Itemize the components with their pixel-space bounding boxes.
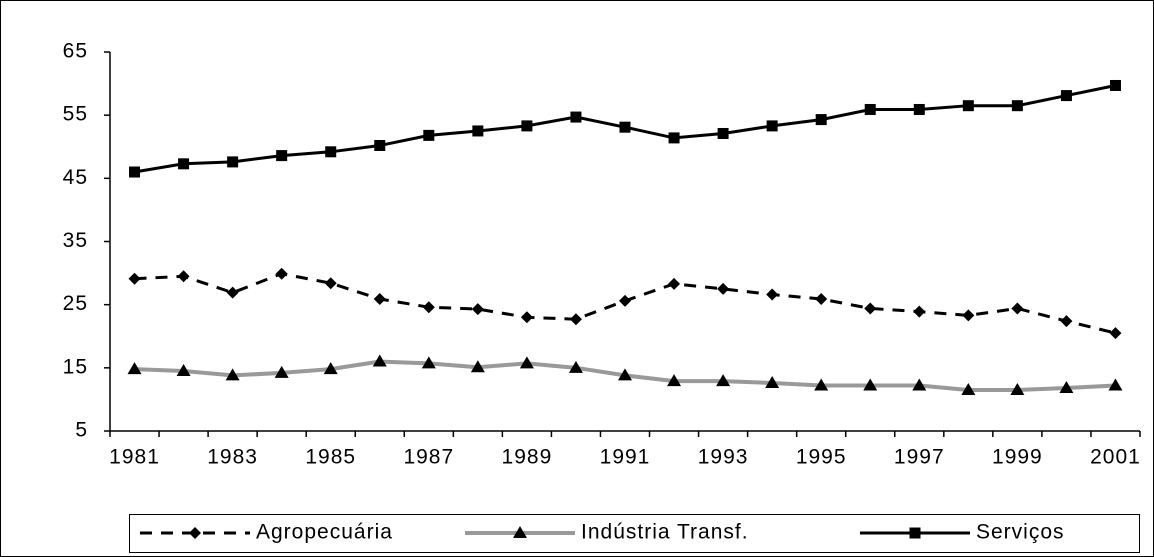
data-point	[275, 267, 288, 280]
y-tick-label: 25	[63, 292, 88, 315]
legend-marker	[909, 527, 921, 539]
x-tick-label: 2001	[1090, 446, 1141, 469]
data-point	[568, 360, 583, 373]
data-point	[520, 311, 533, 324]
data-point	[1109, 79, 1121, 91]
data-point	[1109, 327, 1122, 340]
data-point	[668, 277, 681, 290]
legend-marker	[513, 526, 527, 538]
data-point	[766, 288, 779, 301]
data-point	[814, 378, 829, 391]
data-point	[274, 365, 289, 378]
data-point	[226, 286, 239, 299]
data-point	[1010, 382, 1025, 395]
data-point	[1060, 90, 1072, 102]
data-point	[667, 374, 682, 387]
x-tick-label: 1983	[207, 446, 258, 469]
legend-label: Indústria Transf.	[581, 521, 749, 544]
legend-label: Agropecuária	[256, 521, 393, 544]
data-point	[961, 382, 976, 395]
data-point	[619, 121, 631, 133]
x-tick-label: 1985	[305, 446, 356, 469]
data-point	[1060, 315, 1073, 328]
y-tick-label: 5	[75, 419, 88, 442]
data-point	[717, 127, 729, 139]
data-point	[668, 132, 680, 144]
legend-marker	[189, 527, 201, 539]
data-point	[618, 368, 632, 381]
data-point	[913, 305, 926, 318]
data-point	[325, 146, 337, 158]
data-point	[1108, 378, 1123, 391]
data-point	[570, 111, 582, 123]
data-point	[324, 277, 337, 290]
data-point	[912, 378, 927, 391]
data-point	[471, 303, 484, 316]
x-tick-label: 1995	[796, 446, 847, 469]
data-point	[766, 120, 778, 132]
data-point	[176, 363, 191, 376]
data-point	[373, 292, 386, 305]
y-tick-label: 65	[63, 40, 88, 63]
data-point	[276, 150, 288, 162]
data-point	[1011, 302, 1024, 315]
data-point	[864, 103, 876, 115]
data-point	[815, 292, 828, 305]
y-tick-label: 15	[63, 355, 88, 378]
data-point	[177, 270, 190, 283]
data-point	[519, 356, 534, 369]
y-tick-label: 45	[63, 166, 88, 189]
data-point	[569, 313, 582, 326]
x-tick-label: 1997	[894, 446, 945, 469]
data-point	[127, 362, 142, 375]
data-point	[717, 282, 730, 295]
legend-box	[129, 514, 1140, 553]
data-point	[129, 166, 141, 178]
data-point	[422, 301, 435, 314]
data-point	[128, 272, 141, 285]
x-tick-label: 1981	[109, 446, 160, 469]
data-point	[913, 103, 925, 115]
data-point	[815, 114, 827, 126]
x-tick-label: 1987	[403, 446, 454, 469]
y-tick-label: 55	[63, 103, 88, 126]
x-tick-label: 1999	[992, 446, 1043, 469]
data-point	[863, 378, 878, 391]
y-tick-label: 35	[63, 229, 88, 252]
data-point	[372, 354, 387, 367]
x-tick-label: 1991	[600, 446, 651, 469]
data-point	[619, 294, 631, 307]
legend-label: Serviços	[976, 521, 1065, 544]
data-point	[374, 139, 386, 151]
data-point	[864, 302, 877, 315]
data-point	[962, 100, 974, 112]
data-point	[1011, 100, 1023, 112]
data-point	[472, 125, 484, 137]
data-point	[421, 356, 436, 369]
data-point	[521, 120, 533, 132]
data-point	[765, 375, 780, 388]
data-point	[962, 309, 975, 322]
data-point	[225, 368, 240, 381]
data-point	[178, 158, 190, 170]
data-point	[470, 360, 485, 373]
data-point	[323, 362, 338, 375]
data-point	[1059, 381, 1074, 394]
x-tick-label: 1993	[698, 446, 749, 469]
data-point	[227, 156, 239, 168]
x-tick-label: 1989	[502, 446, 553, 469]
data-point	[423, 129, 435, 141]
data-point	[716, 374, 731, 387]
